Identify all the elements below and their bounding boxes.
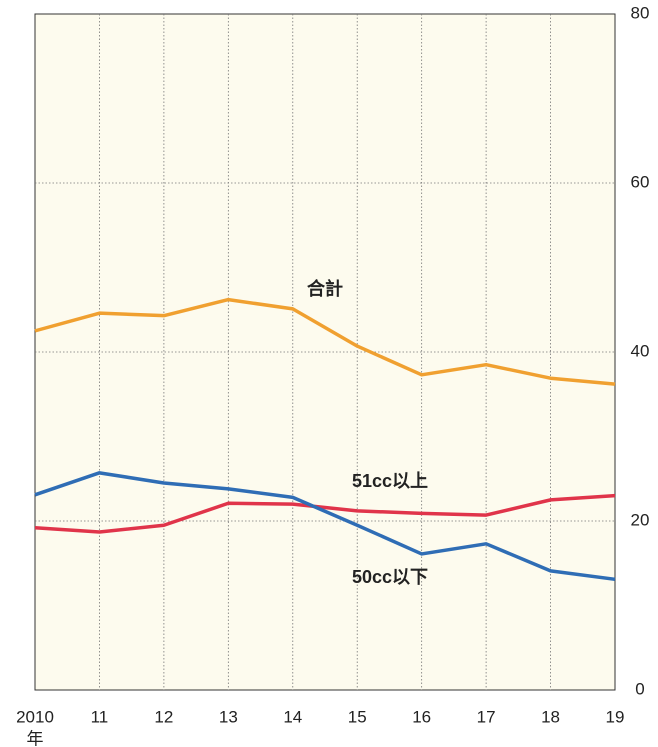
x-tick-label: 12 [154, 707, 173, 726]
x-tick-label: 14 [283, 707, 302, 726]
x-tick-label: 11 [91, 707, 109, 726]
x-tick-label: 19 [606, 707, 625, 726]
y-tick-label: 40 [631, 341, 650, 360]
series-line [34, 471, 616, 582]
y-tick-label: 60 [631, 172, 650, 191]
series-line [34, 493, 616, 534]
series-label: 51cc以上 [352, 471, 428, 491]
x-tick-label: 16 [412, 707, 431, 726]
series-label: 合計 [307, 278, 343, 299]
series-line [34, 297, 616, 386]
x-tick-label: 17 [477, 707, 496, 726]
series-label: 50cc以下 [352, 567, 428, 587]
x-tick-label: 13 [219, 707, 238, 726]
x-tick-label: 15 [348, 707, 367, 726]
y-tick-label: 0 [635, 679, 644, 698]
y-tick-label: 80 [631, 3, 650, 22]
x-axis-label: 年 [27, 729, 44, 747]
y-tick-label: 20 [631, 510, 650, 529]
x-tick-label: 18 [541, 707, 560, 726]
x-tick-label: 2010 [16, 707, 54, 726]
plot-area [34, 13, 616, 691]
